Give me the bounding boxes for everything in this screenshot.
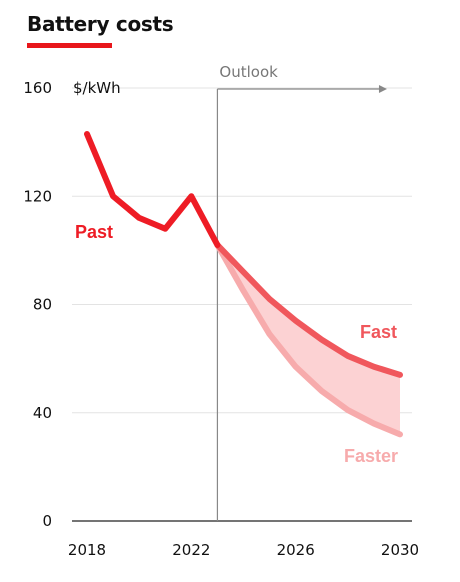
outlook-arrowhead	[378, 85, 387, 93]
y-tick-label: 40	[33, 404, 52, 422]
y-axis-unit-label: $/kWh	[73, 79, 121, 97]
outlook-label: Outlook	[219, 63, 278, 81]
x-tick-label: 2030	[381, 541, 419, 559]
y-tick-label: 120	[23, 187, 52, 205]
y-tick-label: 0	[42, 512, 52, 530]
y-tick-label: 80	[33, 296, 52, 314]
y-tick-label: 160	[23, 79, 52, 97]
past-series-line	[84, 131, 221, 248]
faster-series-line	[214, 241, 403, 438]
series-label-layer: Past Fast Faster	[75, 222, 398, 466]
tick-layer: 0 40 80 120 160 $/kWh 2018 2022 2026 2030	[23, 79, 419, 559]
x-tick-label: 2026	[277, 541, 315, 559]
series-layer	[84, 131, 403, 438]
past-series-label: Past	[75, 222, 113, 242]
outlook-marker: Outlook	[216, 63, 387, 521]
fast-series-label: Fast	[360, 322, 397, 342]
title-accent-bar	[27, 43, 112, 48]
x-tick-label: 2022	[172, 541, 210, 559]
fast-series-line	[214, 241, 403, 378]
faster-series-label: Faster	[344, 446, 398, 466]
chart-title: Battery costs	[27, 12, 174, 36]
x-tick-label: 2018	[68, 541, 106, 559]
